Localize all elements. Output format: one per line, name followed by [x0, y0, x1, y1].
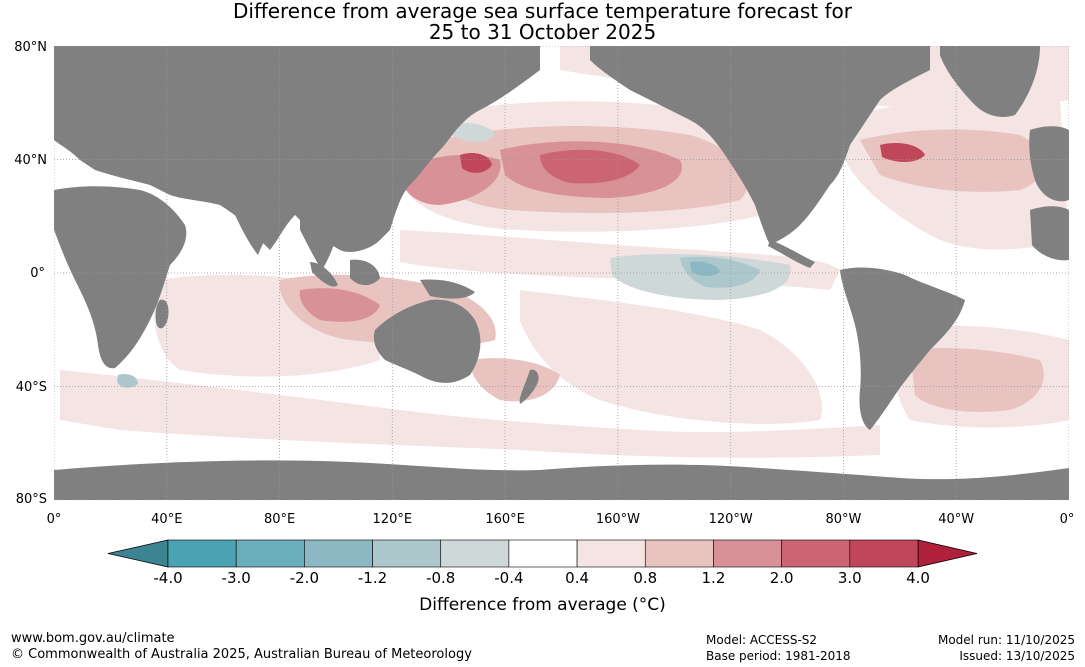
- anomaly-indonesia-strong: [299, 288, 380, 322]
- colorbar-tick-label: -0.4: [494, 569, 523, 587]
- anomaly-south-pacific-pale: [520, 290, 822, 424]
- lat-label-80s: 80°S: [16, 492, 47, 507]
- lat-label-0: 0°: [30, 266, 45, 281]
- land-south-america: [840, 267, 965, 430]
- footer-model-run: Model run: 11/10/2025: [937, 633, 1075, 647]
- colorbar-bin: [644, 539, 714, 568]
- land-eurasia: [54, 46, 540, 252]
- lon-label-360: 0°: [1060, 512, 1075, 527]
- anomaly-kuroshio-core: [460, 153, 492, 173]
- lat-label-40s: 40°S: [16, 380, 47, 395]
- colorbar-tick-label: 3.0: [838, 569, 862, 587]
- land-greenland: [940, 46, 1040, 117]
- land-central-america: [768, 240, 815, 268]
- colorbar-tick-label: -3.0: [222, 569, 251, 587]
- footer-model: Model: ACCESS-S2: [706, 633, 818, 647]
- colorbar-bin: [235, 539, 305, 568]
- land-new-guinea: [420, 279, 475, 299]
- colorbar-bin: [372, 539, 442, 568]
- colorbar-tick-label: 0.4: [565, 569, 589, 587]
- colorbar-tick-label: -4.0: [153, 569, 182, 587]
- lon-label-160w: 160°W: [596, 512, 640, 527]
- colorbar-bin: [781, 539, 851, 568]
- colorbar-tick-label: 4.0: [906, 569, 930, 587]
- colorbar-bin: [713, 539, 782, 568]
- land-antarctica: [54, 460, 1069, 500]
- colorbar-under-triangle: [107, 539, 169, 568]
- land-europe-west: [1029, 126, 1069, 202]
- lon-label-80w: 80°W: [825, 512, 861, 527]
- map-area: [54, 46, 1069, 500]
- colorbar-bin: [167, 539, 237, 568]
- footer-copyright: © Commonwealth of Australia 2025, Austra…: [11, 647, 472, 662]
- lon-label-80e: 80°E: [264, 512, 295, 527]
- colorbar-over-triangle: [917, 539, 978, 568]
- graticule: [54, 46, 1069, 500]
- anomaly-north-pacific-cool: [450, 123, 495, 142]
- land-africa-west-edge: [1030, 206, 1069, 261]
- land-borneo: [350, 259, 380, 286]
- colorbar-tick-label: -0.8: [426, 569, 455, 587]
- anomaly-south-indian-cool: [117, 374, 138, 388]
- colorbar: -4.0 -3.0 -2.0 -1.2 -0.8 -0.4 0.4 0.8 1.2 2.0 3.0 4…: [107, 539, 978, 587]
- land-indochina: [300, 215, 338, 270]
- lon-label-40e: 40°E: [151, 512, 182, 527]
- land-australia: [373, 299, 481, 383]
- land-india: [235, 205, 275, 255]
- land-madagascar: [155, 299, 169, 329]
- footer-website: www.bom.gov.au/climate: [11, 631, 175, 646]
- land-sumatra: [310, 262, 338, 287]
- colorbar-tick-label: 1.2: [702, 569, 726, 587]
- colorbar-bin: [508, 539, 578, 568]
- colorbar-tick-label: -2.0: [290, 569, 319, 587]
- lon-label-40w: 40°W: [938, 512, 974, 527]
- landmasses: [54, 46, 1069, 500]
- colorbar-tick-label: 0.8: [633, 569, 657, 587]
- land-north-america: [590, 46, 930, 245]
- colorbar-bin: [304, 539, 373, 568]
- colorbar-title: Difference from average (°C): [419, 595, 666, 615]
- anomaly-southern-ocean-pale: [60, 370, 880, 458]
- lon-label-160e: 160°E: [485, 512, 525, 527]
- colorbar-bin: [849, 539, 919, 568]
- map-title-line1: Difference from average sea surface temp…: [232, 0, 852, 23]
- colorbar-bin: [576, 539, 646, 568]
- lon-label-120w: 120°W: [709, 512, 753, 527]
- lon-label-0: 0°: [47, 512, 62, 527]
- land-new-zealand: [519, 369, 539, 404]
- lon-label-120e: 120°E: [373, 512, 413, 527]
- anomaly-south-atlantic-medium: [910, 348, 1044, 412]
- anomaly-north-pacific-core: [540, 149, 640, 184]
- land-africa: [54, 186, 187, 369]
- colorbar-bin: [440, 539, 510, 568]
- lat-label-40n: 40°N: [14, 153, 47, 168]
- anomaly-gulf-of-st-lawrence-core: [880, 143, 925, 162]
- footer-base-period: Base period: 1981-2018: [706, 649, 851, 663]
- lat-label-80n: 80°N: [14, 40, 47, 55]
- colorbar-tick-label: 2.0: [770, 569, 794, 587]
- footer-issued: Issued: 13/10/2025: [959, 649, 1075, 663]
- anomaly-eastern-pacific-coolest: [690, 261, 720, 277]
- map-title-line2: 25 to 31 October 2025: [428, 20, 657, 44]
- colorbar-tick-label: -1.2: [358, 569, 387, 587]
- anomaly-tasman-medium: [470, 358, 560, 402]
